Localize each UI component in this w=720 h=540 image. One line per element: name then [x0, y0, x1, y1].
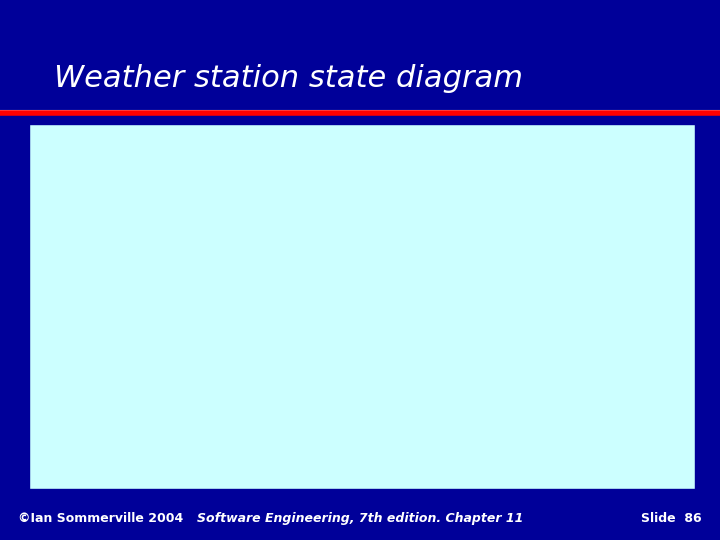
Text: ©Ian Sommerville 2004: ©Ian Sommerville 2004 — [18, 512, 184, 525]
Bar — [29, 124, 695, 489]
Text: Slide  86: Slide 86 — [642, 512, 702, 525]
Text: Software Engineering, 7th edition. Chapter 11: Software Engineering, 7th edition. Chapt… — [197, 512, 523, 525]
Text: Weather station state diagram: Weather station state diagram — [54, 64, 523, 93]
